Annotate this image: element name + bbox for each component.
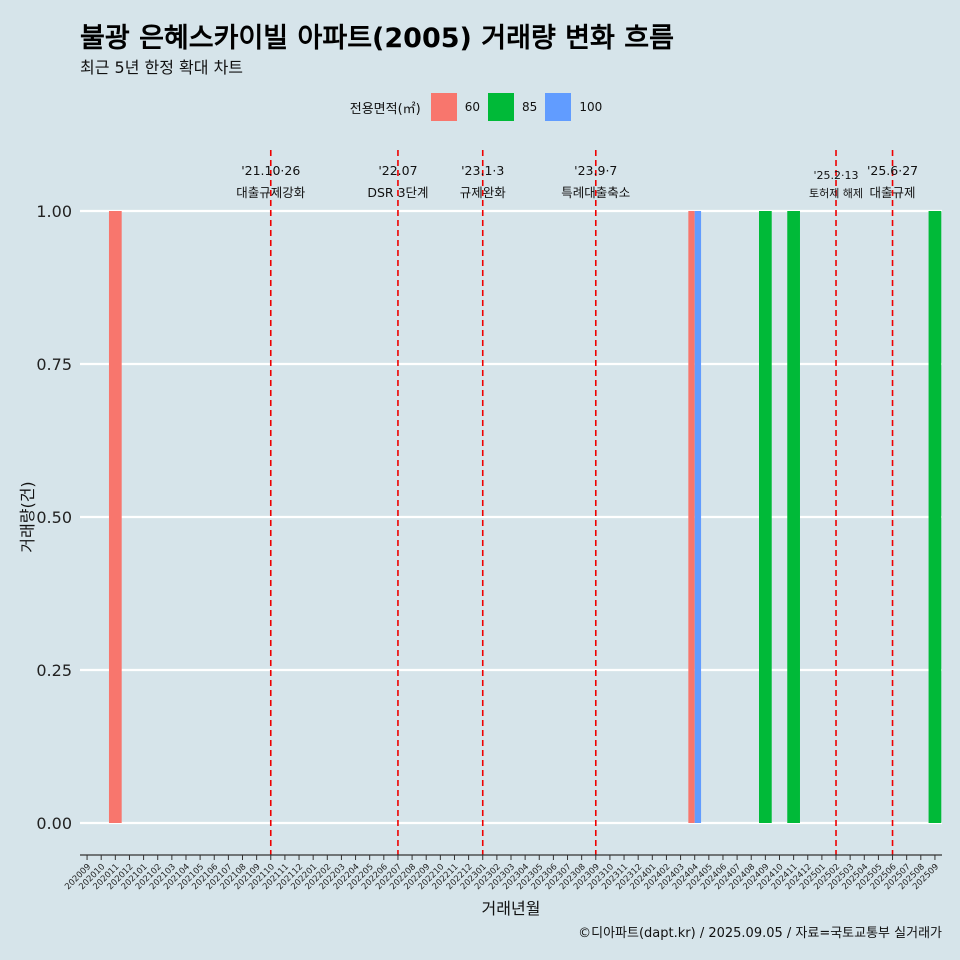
legend-label-60: 60 <box>464 100 481 114</box>
event-date-202110: '21.10·26 <box>241 163 300 178</box>
event-label-202502: 토허제 해제 <box>809 186 863 200</box>
source-caption: ©디아파트(dapt.kr) / 2025.09.05 / 자료=국토교통부 실… <box>578 926 942 941</box>
bar-100-202404 <box>694 211 702 823</box>
bar-60-202011 <box>108 211 122 823</box>
event-date-202207: '22.07 <box>378 163 417 178</box>
event-date-202309: '23.9·7 <box>574 163 617 178</box>
event-label-202301: 규제완화 <box>460 185 507 200</box>
bar-85-202509 <box>928 211 942 823</box>
event-label-202506: 대출규제 <box>870 185 916 200</box>
legend-title: 전용면적(㎡) <box>349 101 421 117</box>
chart-title: 불광 은혜스카이빌 아파트(2005) 거래량 변화 흐름 <box>80 23 674 54</box>
legend-item-100: 100 <box>545 93 602 121</box>
y-tick-label: 0.50 <box>36 508 72 527</box>
legend-label-100: 100 <box>579 100 603 114</box>
bar-85-202411 <box>787 211 800 823</box>
y-tick-label: 1.00 <box>36 202 72 221</box>
legend-swatch-100 <box>545 93 572 121</box>
bar-85-202409 <box>759 211 772 823</box>
event-label-202207: DSR 3단계 <box>367 185 428 200</box>
event-label-202110: 대출규제강화 <box>236 185 306 200</box>
event-date-202506: '25.6·27 <box>867 163 918 178</box>
legend-swatch-85 <box>488 93 515 121</box>
legend-swatch-60 <box>430 93 457 121</box>
legend: 전용면적(㎡) 60 85 100 <box>0 92 960 122</box>
y-tick-label: 0.75 <box>36 355 72 374</box>
y-axis-title: 거래량(건) <box>18 481 37 552</box>
y-tick-label: 0.00 <box>36 814 72 833</box>
legend-item-60: 60 <box>430 93 481 121</box>
event-date-202502: '25.2·13 <box>814 169 859 182</box>
legend-label-85: 85 <box>522 100 538 114</box>
x-axis-title: 거래년월 <box>482 899 541 918</box>
bar-60-202404 <box>688 211 695 823</box>
event-date-202301: '23.1·3 <box>461 163 504 178</box>
event-label-202309: 특례대출축소 <box>561 185 630 200</box>
chart-subtitle: 최근 5년 한정 확대 차트 <box>80 58 244 77</box>
legend-item-85: 85 <box>488 93 537 121</box>
y-tick-label: 0.25 <box>36 661 72 680</box>
